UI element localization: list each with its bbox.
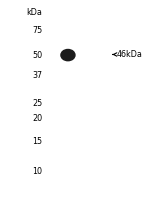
Ellipse shape [61, 50, 75, 61]
Text: 15: 15 [32, 137, 43, 146]
Text: 50: 50 [32, 51, 43, 60]
Text: kDa: kDa [27, 8, 43, 17]
Text: 10: 10 [33, 167, 43, 176]
Text: 20: 20 [32, 114, 43, 123]
Text: 37: 37 [32, 71, 43, 80]
Text: 25: 25 [32, 100, 43, 109]
Text: 46kDa: 46kDa [117, 50, 143, 59]
Text: 75: 75 [32, 26, 43, 35]
